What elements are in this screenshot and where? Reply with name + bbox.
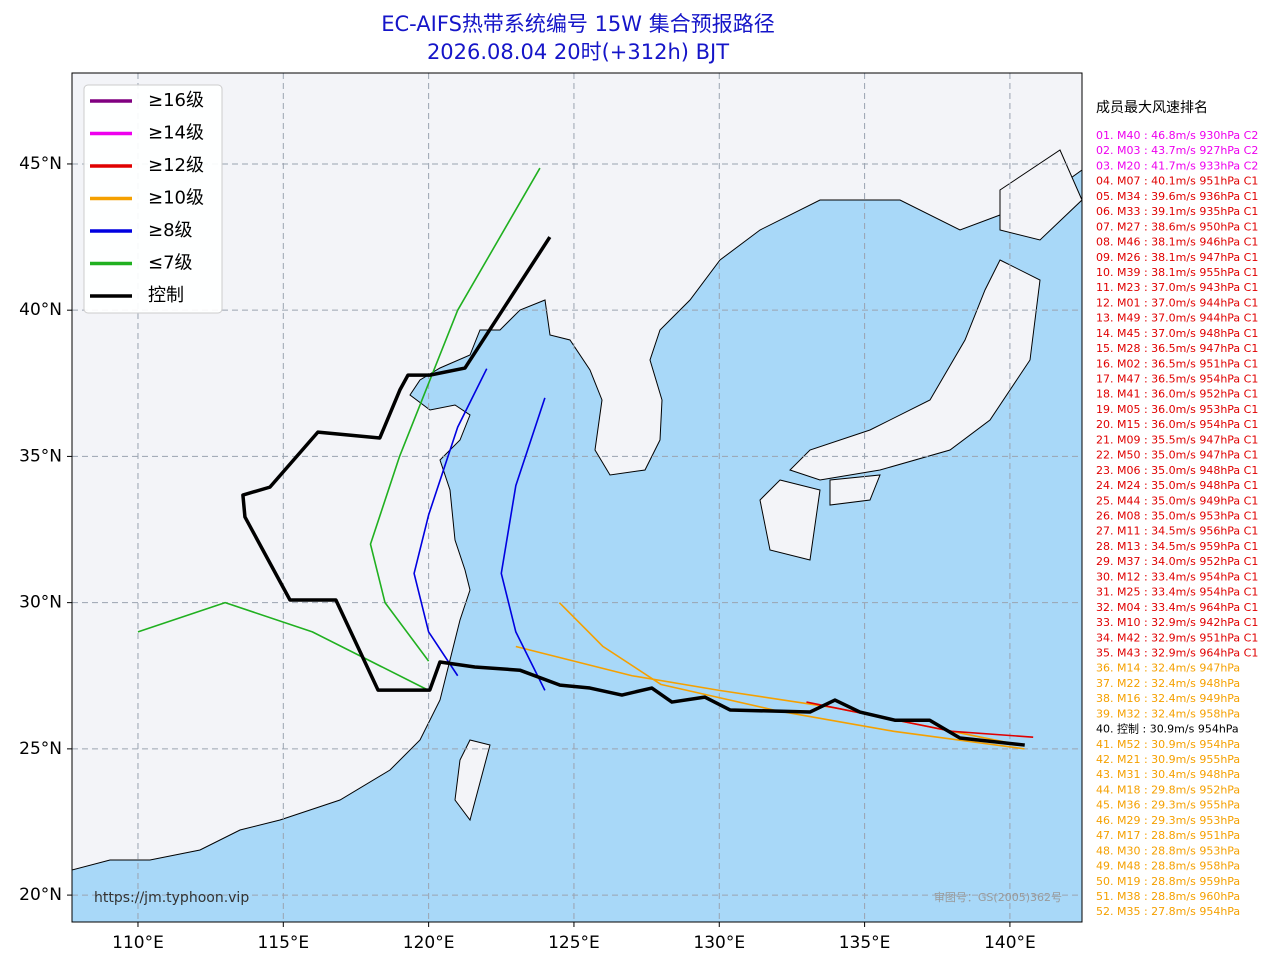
ranking-entry: 47. M17 : 28.8m/s 951hPa: [1096, 829, 1240, 842]
x-tick-label: 125°E: [548, 933, 600, 953]
ranking-entry: 29. M37 : 34.0m/s 952hPa C1: [1096, 555, 1258, 568]
ranking-entry: 24. M24 : 35.0m/s 948hPa C1: [1096, 479, 1258, 492]
ranking-entry: 07. M27 : 38.6m/s 950hPa C1: [1096, 220, 1258, 233]
ranking-entry: 33. M10 : 32.9m/s 942hPa C1: [1096, 616, 1258, 629]
x-tick-label: 120°E: [403, 933, 455, 953]
ranking-entry: 22. M50 : 35.0m/s 947hPa C1: [1096, 449, 1258, 462]
ensemble-track: [369, 167, 541, 662]
ensemble-track: [806, 701, 1034, 738]
ranking-entry: 12. M01 : 37.0m/s 944hPa C1: [1096, 296, 1258, 309]
legend-label: ≥10级: [148, 188, 204, 209]
ranking-entry: 34. M42 : 32.9m/s 951hPa C1: [1096, 631, 1258, 644]
ranking-entry: 30. M12 : 33.4m/s 954hPa C1: [1096, 570, 1258, 583]
ranking-entry: 15. M28 : 36.5m/s 947hPa C1: [1096, 342, 1258, 355]
ranking-entry: 23. M06 : 35.0m/s 948hPa C1: [1096, 464, 1258, 477]
ranking-entry: 43. M31 : 30.4m/s 948hPa: [1096, 768, 1240, 781]
ranking: 01. M40 : 46.8m/s 930hPa C2 02. M03 : 43.…: [1096, 129, 1258, 918]
axes: 110°E 115°E 120°E 125°E 130°E 135°E 140°E 20°N 2…: [19, 154, 1036, 953]
ranking-entry: 45. M36 : 29.3m/s 955hPa: [1096, 799, 1240, 812]
y-tick-label: 30°N: [19, 593, 62, 613]
ranking-entry: 32. M04 : 33.4m/s 964hPa C1: [1096, 601, 1258, 614]
y-tick-label: 35°N: [19, 446, 62, 466]
y-tick-label: 40°N: [19, 300, 62, 320]
ranking-entry: 46. M29 : 29.3m/s 953hPa: [1096, 814, 1240, 827]
legend-box: [83, 84, 223, 314]
ranking-entry: 48. M30 : 28.8m/s 953hPa: [1096, 844, 1240, 857]
ranking-entry: 04. M07 : 40.1m/s 951hPa C1: [1096, 175, 1258, 188]
tracks: [137, 167, 1034, 750]
y-tick-label: 20°N: [19, 885, 62, 905]
control-track: [241, 236, 1025, 747]
ranking-entry: 13. M49 : 37.0m/s 944hPa C1: [1096, 312, 1258, 325]
ranking-entry: 17. M47 : 36.5m/s 954hPa C1: [1096, 373, 1258, 386]
map-area: [72, 73, 1082, 922]
ranking-entry: 10. M39 : 38.1m/s 955hPa C1: [1096, 266, 1258, 279]
ranking-entry: 19. M05 : 36.0m/s 953hPa C1: [1096, 403, 1258, 416]
ranking-entry: 27. M11 : 34.5m/s 956hPa C1: [1096, 525, 1258, 538]
ranking-title: 成员最大风速排名: [1096, 100, 1208, 116]
ranking-entry: 18. M41 : 36.0m/s 952hPa C1: [1096, 388, 1258, 401]
ranking-entry: 05. M34 : 39.6m/s 936hPa C1: [1096, 190, 1258, 203]
ranking-entry: 09. M26 : 38.1m/s 947hPa C1: [1096, 251, 1258, 264]
legend-label: 控制: [148, 285, 184, 306]
y-tick-label: 45°N: [19, 154, 62, 174]
shikoku: [829, 474, 881, 506]
x-tick-label: 130°E: [693, 933, 745, 953]
ranking-entry: 26. M08 : 35.0m/s 953hPa C1: [1096, 510, 1258, 523]
ranking-entry: 39. M32 : 32.4m/s 958hPa: [1096, 707, 1240, 720]
ensemble-track: [413, 368, 488, 677]
ranking-entry: 06. M33 : 39.1m/s 935hPa C1: [1096, 205, 1258, 218]
ranking-entry: 49. M48 : 28.8m/s 958hPa: [1096, 860, 1240, 873]
x-tick-label: 140°E: [984, 933, 1036, 953]
ranking-entry: 36. M14 : 32.4m/s 947hPa: [1096, 662, 1240, 675]
legend-label: ≤7级: [148, 253, 193, 274]
ranking-entry: 28. M13 : 34.5m/s 959hPa C1: [1096, 540, 1258, 553]
legend-label: ≥8级: [148, 220, 193, 241]
ranking-entry: 42. M21 : 30.9m/s 955hPa: [1096, 753, 1240, 766]
ensemble-track: [137, 601, 429, 692]
ranking-entry: 44. M18 : 29.8m/s 952hPa: [1096, 783, 1240, 796]
mainland: [72, 73, 1082, 871]
ranking-entry: 01. M40 : 46.8m/s 930hPa C2: [1096, 129, 1258, 142]
x-tick-label: 115°E: [257, 933, 309, 953]
map-frame: [71, 72, 1083, 923]
legend-label: ≥14级: [148, 123, 204, 144]
ranking-entry: 08. M46 : 38.1m/s 946hPa C1: [1096, 236, 1258, 249]
x-tick-label: 110°E: [112, 933, 164, 953]
ranking-entry: 21. M09 : 35.5m/s 947hPa C1: [1096, 433, 1258, 446]
kyushu: [759, 479, 821, 561]
ranking-entry: 14. M45 : 37.0m/s 948hPa C1: [1096, 327, 1258, 340]
credit: https://jm.typhoon.vip: [94, 890, 249, 906]
honshu: [789, 259, 1041, 481]
ranking-entry: 41. M52 : 30.9m/s 954hPa: [1096, 738, 1240, 751]
ranking-entry: 31. M25 : 33.4m/s 954hPa C1: [1096, 586, 1258, 599]
ranking-entry: 20. M15 : 36.0m/s 954hPa C1: [1096, 418, 1258, 431]
ranking-entry: 11. M23 : 37.0m/s 943hPa C1: [1096, 281, 1258, 294]
ranking-entry: 37. M22 : 32.4m/s 948hPa: [1096, 677, 1240, 690]
title: EC-AIFS热带系统编号 15W 集合预报路径: [381, 12, 774, 36]
ranking-entry: 52. M35 : 27.8m/s 954hPa: [1096, 905, 1240, 918]
ensemble-track: [500, 397, 546, 691]
legend-label: ≥16级: [148, 90, 204, 111]
ranking-entry: 16. M02 : 36.5m/s 951hPa C1: [1096, 357, 1258, 370]
y-tick-label: 25°N: [19, 739, 62, 759]
ranking-entry: 02. M03 : 43.7m/s 927hPa C2: [1096, 144, 1258, 157]
legend-label: ≥12级: [148, 155, 204, 176]
ranking-entry: 50. M19 : 28.8m/s 959hPa: [1096, 875, 1240, 888]
hokkaido: [999, 149, 1082, 241]
subtitle: 2026.08.04 20时(+312h) BJT: [427, 40, 729, 64]
ranking-entry: 03. M20 : 41.7m/s 933hPa C2: [1096, 159, 1258, 172]
ranking-entry: 38. M16 : 32.4m/s 949hPa: [1096, 692, 1240, 705]
taiwan: [454, 739, 491, 822]
ranking-entry: 35. M43 : 32.9m/s 964hPa C1: [1096, 646, 1258, 659]
approval-number: 审图号：GS(2005)362号: [934, 890, 1062, 904]
ranking-entry: 25. M44 : 35.0m/s 949hPa C1: [1096, 494, 1258, 507]
ranking-entry: 40. 控制 : 30.9m/s 954hPa: [1096, 722, 1239, 736]
x-tick-label: 135°E: [839, 933, 891, 953]
ranking-entry: 51. M38 : 28.8m/s 960hPa: [1096, 890, 1240, 903]
ensemble-track: [558, 602, 1025, 750]
